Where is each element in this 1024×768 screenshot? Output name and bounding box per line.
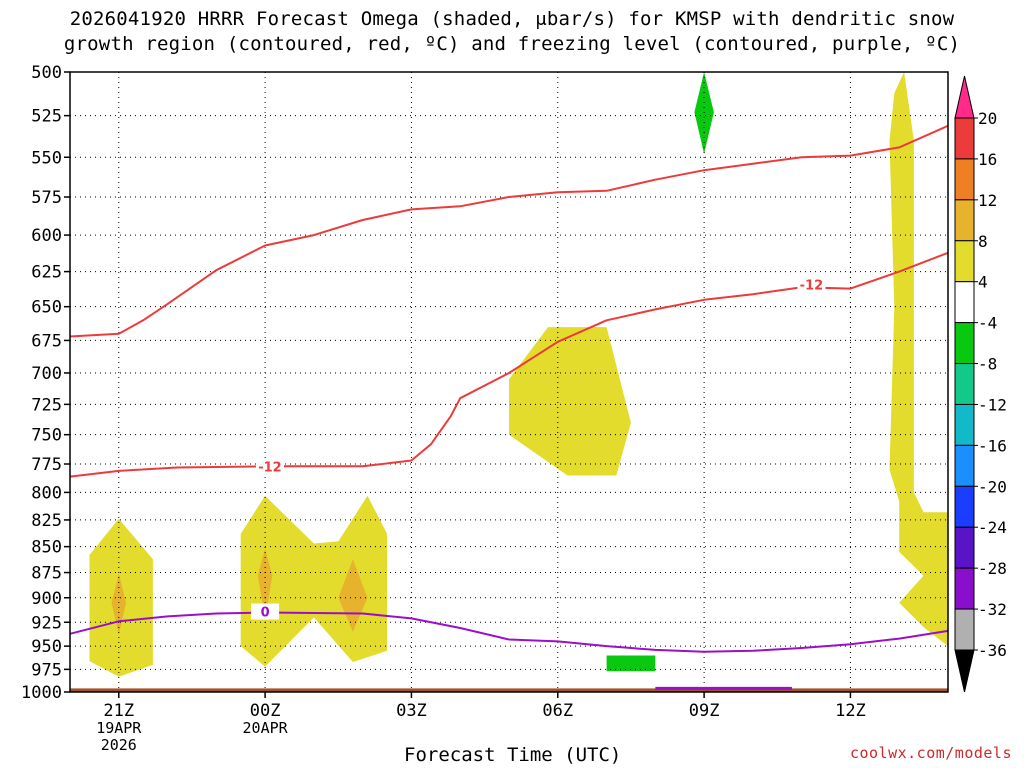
x-tick-label-6-0: 03Z (396, 701, 427, 721)
colorbar-label-3: 8 (978, 232, 988, 251)
y-tick-label-875: 875 (31, 564, 62, 584)
colorbar-label-1: 16 (978, 150, 997, 169)
colorbar-segment-7 (954, 403, 975, 446)
plot-frame (69, 71, 949, 693)
y-tick-label-1000: 1000 (21, 683, 62, 703)
contour-label-0: -12 (258, 460, 282, 475)
y-tick-label-700: 700 (31, 364, 62, 384)
y-tick-label-525: 525 (31, 107, 62, 127)
omega-region-hour12-surface (606, 655, 656, 672)
x-tick-label-3-1: 20APR (243, 719, 289, 737)
colorbar-label-11: -28 (978, 559, 1007, 578)
y-tick-label-500: 500 (31, 63, 62, 83)
y-tick-label-850: 850 (31, 538, 62, 558)
contour-label-bg-2 (251, 603, 280, 620)
colorbar-label-13: -36 (978, 641, 1007, 660)
y-tick-label-900: 900 (31, 589, 62, 609)
x-tick-label-9-0: 06Z (542, 701, 573, 721)
colorbar-label-7: -12 (978, 395, 1007, 414)
y-tick-label-675: 675 (31, 331, 62, 351)
contour-label-bg-1 (797, 276, 826, 293)
colorbar-segment-1 (954, 158, 975, 201)
y-tick-label-775: 775 (31, 455, 62, 475)
y-tick-label-725: 725 (31, 395, 62, 415)
y-tick-label-825: 825 (31, 511, 62, 531)
dgz-contour-upper (69, 124, 949, 338)
contour-label-bg-0 (255, 458, 284, 475)
contour-label-2: 0 (261, 606, 270, 621)
omega-region-hour9-mid (509, 327, 631, 476)
colorbar-segment-2 (954, 199, 975, 242)
colorbar-label-0: 20 (978, 109, 997, 128)
colorbar-segment-6 (954, 363, 975, 405)
contour-label-1: -12 (800, 278, 824, 293)
omega-region-hour16-right (889, 72, 948, 647)
colorbar-segment-12 (954, 608, 975, 651)
colorbar-label-12: -32 (978, 600, 1007, 619)
x-tick-label-0-1: 19APR (96, 719, 142, 737)
colorbar-label-9: -20 (978, 477, 1007, 496)
y-tick-label-925: 925 (31, 613, 62, 633)
colorbar-segment-10 (954, 526, 975, 569)
colorbar-label-10: -24 (978, 518, 1007, 537)
colorbar-label-8: -16 (978, 436, 1007, 455)
colorbar-segment-4 (954, 281, 975, 324)
colorbar-bottom-triangle (954, 649, 975, 693)
y-tick-label-800: 800 (31, 483, 62, 503)
y-tick-label-975: 975 (31, 660, 62, 680)
colorbar-segment-0 (954, 117, 975, 160)
colorbar-top-triangle (954, 75, 975, 119)
omega-region-hour3-core (257, 548, 273, 620)
x-tick-label-12-0: 09Z (689, 701, 720, 721)
terrain-band (70, 688, 948, 692)
colorbar-segment-9 (954, 485, 975, 528)
y-tick-label-600: 600 (31, 226, 62, 246)
colorbar-segment-11 (954, 567, 975, 610)
colorbar-segment-5 (954, 322, 975, 365)
x-tick-label-0-2: 2026 (101, 736, 137, 754)
colorbar-label-4: 4 (978, 273, 988, 292)
x-tick-label-0-0: 21Z (103, 701, 134, 721)
credit-text: coolwx.com/models (849, 744, 1012, 762)
chart-title-line1: 2026041920 HRRR Forecast Omega (shaded, … (69, 8, 955, 30)
y-tick-label-625: 625 (31, 263, 62, 283)
chart-title-line2: growth region (contoured, red, ºC) and f… (63, 33, 961, 55)
x-tick-label-15-0: 12Z (835, 701, 866, 721)
x-tick-label-3-0: 00Z (250, 701, 281, 721)
colorbar-label-6: -8 (978, 355, 997, 374)
colorbar-label-2: 12 (978, 191, 997, 210)
y-tick-label-575: 575 (31, 188, 62, 208)
omega-region-hour0-core (111, 573, 127, 635)
y-tick-label-550: 550 (31, 148, 62, 168)
y-tick-label-750: 750 (31, 426, 62, 446)
freezing-level-contour (69, 611, 949, 653)
y-tick-label-650: 650 (31, 298, 62, 318)
colorbar-label-5: -4 (978, 314, 997, 333)
x-axis-title: Forecast Time (UTC) (404, 744, 622, 766)
colorbar-segment-8 (954, 444, 975, 487)
y-tick-label-950: 950 (31, 637, 62, 657)
colorbar-segment-3 (954, 240, 975, 283)
